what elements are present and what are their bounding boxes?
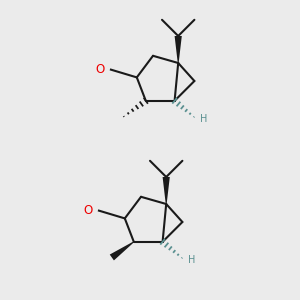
Polygon shape — [163, 177, 170, 204]
Text: H: H — [200, 114, 208, 124]
Text: O: O — [96, 63, 105, 76]
Polygon shape — [175, 36, 182, 63]
Text: H: H — [188, 255, 196, 265]
Text: O: O — [84, 204, 93, 217]
Polygon shape — [110, 242, 134, 260]
